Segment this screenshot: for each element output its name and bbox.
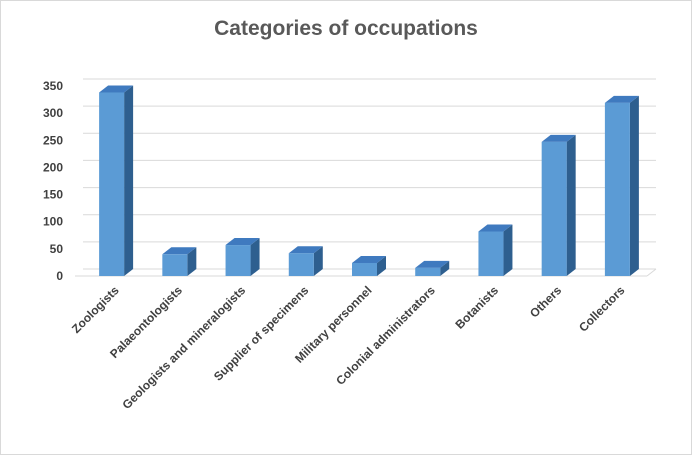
bar (162, 254, 188, 276)
bar-top (478, 224, 513, 232)
bar (288, 253, 314, 276)
bar (225, 245, 251, 276)
floor-edge (646, 268, 657, 277)
bar-side (250, 238, 260, 276)
bar-top (162, 247, 197, 255)
bar-top (415, 260, 450, 268)
bar-side (124, 85, 134, 276)
bar (478, 231, 504, 276)
y-tick-label: 300 (43, 106, 63, 120)
bar-side (313, 246, 323, 276)
bar (99, 92, 125, 276)
bar-top (352, 255, 386, 263)
bar-side (187, 247, 197, 276)
y-tick-label: 100 (43, 215, 63, 229)
bar-top (604, 95, 639, 103)
bar-side (629, 95, 639, 276)
bar (352, 262, 377, 276)
y-tick-label: 0 (56, 269, 63, 283)
y-tick-label: 250 (43, 133, 63, 147)
bar-top (225, 238, 260, 246)
chart-title: Categories of occupations (214, 17, 478, 40)
x-category-label: Zoologists (69, 283, 122, 336)
bar (415, 267, 441, 276)
bar-top (99, 85, 134, 93)
y-tick-label: 150 (43, 188, 63, 202)
bar-side (503, 224, 513, 276)
bar-top (541, 134, 576, 142)
bar-top (288, 246, 323, 254)
y-tick-label: 350 (43, 79, 63, 93)
y-tick-label: 200 (43, 160, 63, 174)
bar-side (377, 255, 386, 276)
bar (541, 141, 567, 276)
x-category-label: Collectors (576, 283, 628, 335)
x-category-label: Botanists (452, 283, 501, 332)
bar-side (566, 134, 576, 276)
x-category-label: Others (527, 283, 564, 320)
bar (604, 102, 630, 276)
x-category-label: Geologists and mineralogists (119, 283, 248, 412)
bar-side (440, 260, 450, 276)
y-tick-label: 50 (50, 242, 64, 256)
